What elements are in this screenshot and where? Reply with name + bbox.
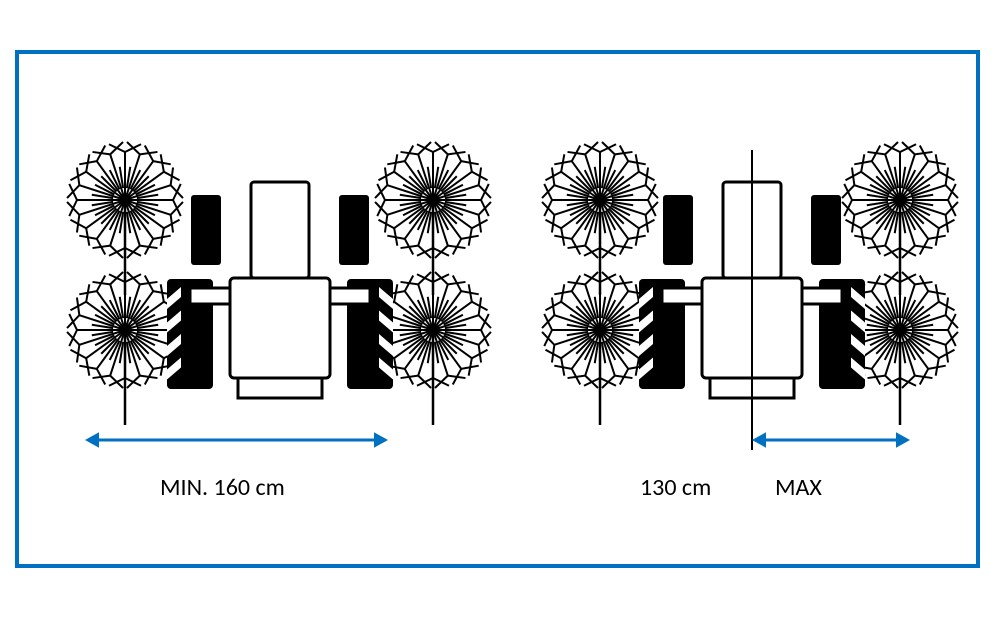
plant-icon: [542, 142, 658, 295]
dimension-arrow: [752, 432, 910, 447]
tractor-icon: [167, 182, 393, 398]
dimension-arrow: [85, 432, 388, 447]
label-min: MIN. 160 cm: [160, 473, 285, 502]
plant-icon: [67, 142, 183, 295]
plant-icon: [375, 142, 491, 295]
plant-icon: [842, 142, 958, 295]
label-max: MAX: [775, 473, 822, 502]
plant-icon: [67, 272, 183, 425]
diagram-svg: [0, 0, 1000, 620]
label-130: 130 cm: [640, 473, 711, 502]
tractor-icon: [639, 150, 865, 450]
